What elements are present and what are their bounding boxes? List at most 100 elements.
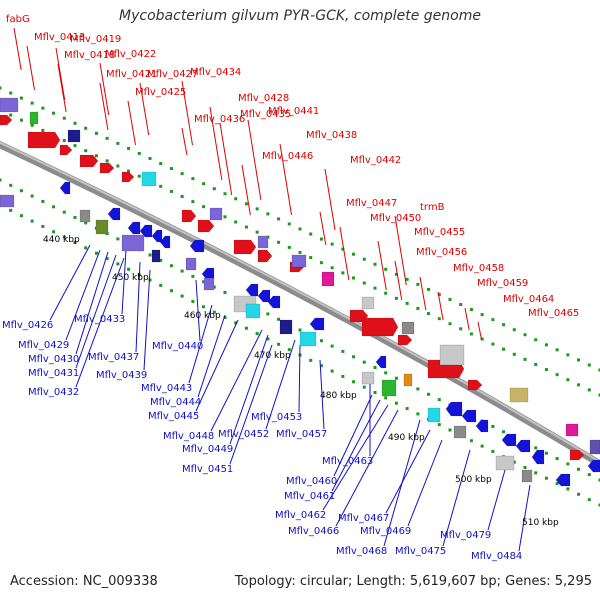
upper-dot	[330, 266, 334, 270]
outer-dot	[448, 298, 452, 301]
inner-dot	[266, 337, 270, 341]
inner-dot	[94, 251, 98, 255]
gene-label: Mflv_0460	[286, 476, 337, 487]
label-leader-line	[75, 254, 117, 369]
outer-dot	[137, 151, 141, 155]
inner-dot	[41, 224, 45, 228]
label-leader-line	[75, 257, 125, 388]
outer-dot	[212, 187, 216, 191]
gene-label: Mflv_0468	[336, 546, 387, 557]
reverse-gene-box	[381, 379, 397, 397]
upper-dot	[19, 118, 23, 122]
forward-gene-box	[67, 129, 81, 143]
lower-dot	[427, 392, 431, 396]
upper-dot	[277, 240, 281, 244]
outer-dot	[577, 358, 581, 362]
label-leader-line	[121, 249, 127, 315]
forward-gene-box	[509, 387, 529, 403]
kbp-tick-label: 480 kbp	[320, 391, 357, 401]
reverse-gene-arrow	[515, 439, 531, 453]
upper-dot	[84, 149, 88, 153]
lower-dot	[319, 339, 323, 343]
inner-dot	[30, 219, 34, 223]
gene-label: Mflv_0467	[338, 513, 389, 524]
lower-dot	[566, 462, 570, 466]
upper-dot	[534, 362, 538, 366]
upper-dot	[234, 220, 238, 224]
inner-dot	[191, 299, 195, 303]
reverse-gene-arrow	[127, 221, 141, 235]
outer-dot	[169, 167, 173, 171]
label-leader-line	[385, 429, 431, 514]
reverse-gene-arrow	[445, 401, 463, 417]
outer-dot	[244, 202, 248, 206]
inner-dot	[277, 342, 281, 346]
upper-dot	[223, 215, 227, 219]
inner-dot	[309, 358, 313, 362]
lower-dot	[437, 398, 441, 402]
upper-dot	[159, 184, 163, 188]
reverse-gene-box	[495, 455, 515, 471]
label-leader-line	[99, 62, 110, 116]
kbp-tick-label: 490 kbp	[388, 433, 425, 443]
gene-label: Mflv_0455	[414, 227, 465, 238]
gene-label: Mflv_0433	[74, 314, 125, 325]
label-leader-line	[75, 251, 109, 355]
forward-gene-box	[321, 271, 335, 287]
label-leader-line	[49, 244, 91, 321]
inner-dot	[116, 262, 120, 266]
label-leader-line	[197, 314, 226, 398]
reverse-gene-arrow	[501, 433, 517, 447]
upper-dot	[73, 144, 77, 148]
label-leader-line	[26, 45, 35, 91]
kbp-tick-label: 470 kbp	[254, 351, 291, 361]
inner-dot	[19, 214, 23, 218]
gene-label: Mflv_0429	[18, 340, 69, 351]
outer-dot	[266, 212, 270, 216]
outer-dot	[437, 292, 441, 296]
label-leader-line	[143, 269, 151, 371]
outer-dot	[427, 287, 431, 291]
outer-dot	[469, 308, 473, 312]
lower-dot	[502, 430, 506, 434]
kbp-tick-label: 450 kbp	[112, 273, 149, 283]
inner-dot	[480, 444, 484, 448]
forward-gene-arrow	[0, 114, 13, 126]
outer-dot	[566, 353, 570, 357]
upper-dot	[180, 195, 184, 199]
inner-dot	[202, 305, 206, 309]
gene-label: Mflv_0466	[288, 526, 339, 537]
lower-dot	[191, 274, 195, 278]
inner-dot	[52, 230, 56, 234]
lower-dot	[73, 216, 77, 219]
inner-dot	[469, 439, 473, 443]
lower-dot	[159, 258, 163, 262]
lower-dot	[212, 285, 216, 289]
forward-gene-arrow	[197, 219, 215, 233]
outer-dot	[62, 116, 66, 120]
upper-dot	[30, 123, 34, 127]
lower-dot	[30, 194, 34, 198]
outer-dot	[534, 338, 538, 342]
outer-dot	[180, 172, 184, 176]
label-leader-line	[195, 319, 239, 412]
gene-features	[0, 97, 600, 487]
lower-dot	[223, 291, 227, 294]
upper-dot	[9, 113, 13, 117]
lower-dot	[362, 360, 366, 364]
lower-dot	[202, 280, 206, 284]
outer-dot	[459, 303, 463, 307]
inner-dot	[405, 407, 409, 411]
forward-gene-arrow	[467, 379, 483, 391]
outer-dot	[105, 136, 109, 140]
label-leader-line	[181, 127, 188, 156]
kbp-tick-label: 460 kbp	[184, 311, 221, 321]
gene-label: Mflv_0419	[70, 34, 121, 45]
upper-dot	[287, 245, 291, 249]
outer-dot	[52, 111, 56, 115]
forward-gene-box	[361, 296, 375, 310]
upper-dot	[94, 154, 98, 158]
upper-dot	[352, 276, 356, 280]
